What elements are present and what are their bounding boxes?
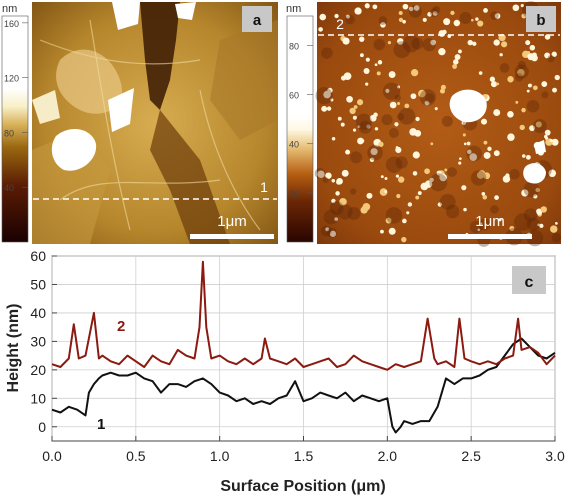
- x-tick-label: 2.0: [378, 448, 398, 464]
- panel-a-colorbar-ticks: 160 120 80 40: [4, 19, 28, 193]
- panel-a: nm 160 120 80 40 a 1 1μm: [1, 2, 278, 244]
- panel-b-colorbar-tick-label: 20: [289, 189, 299, 199]
- panel-b-letter: b: [536, 12, 545, 29]
- panel-b-line-label: 2: [336, 16, 344, 32]
- panel-b-colorbar: [286, 15, 314, 243]
- panel-b: nm 80 60 40 20 b 2 1μm: [286, 1, 562, 247]
- y-tick-label: 20: [30, 362, 46, 378]
- x-tick-label: 0.5: [126, 448, 146, 464]
- panel-b-colorbar-tick-label: 60: [289, 91, 299, 101]
- series-lines: [51, 260, 556, 434]
- panel-c-letter-box: [512, 266, 546, 294]
- y-tick-label: 40: [30, 305, 46, 321]
- y-axis-label: Height (nm): [5, 304, 22, 393]
- series-line-profile-2: [51, 260, 556, 371]
- panel-b-scale-bar-label: 1μm: [475, 213, 504, 230]
- panel-b-colorbar-tick-label: 40: [289, 140, 299, 150]
- x-tick-label: 1.5: [294, 448, 314, 464]
- panel-b-letter-box: [526, 6, 556, 32]
- y-tick-label: 60: [30, 248, 46, 264]
- panel-a-letter: a: [253, 12, 262, 29]
- panel-a-colorbar: [1, 15, 29, 243]
- panel-a-scale-bar-label: 1μm: [217, 213, 246, 230]
- series-line-profile-1: [51, 337, 556, 434]
- panel-b-colorbar-unit: nm: [286, 3, 301, 15]
- panel-a-colorbar-tick-label: 40: [4, 183, 14, 193]
- panel-b-colorbar-tick-label: 80: [289, 41, 299, 51]
- panel-a-scale-bar: [190, 234, 274, 239]
- y-tick-label: 0: [38, 419, 46, 435]
- panel-a-colorbar-tick-label: 80: [4, 128, 14, 138]
- panel-a-colorbar-tick-label: 160: [4, 19, 19, 29]
- y-tick-label: 30: [30, 333, 46, 349]
- panel-c-letter: c: [525, 274, 534, 291]
- x-tick-label: 0.0: [42, 448, 62, 464]
- panel-a-line-label: 1: [260, 179, 268, 195]
- panel-a-colorbar-tick-label: 120: [4, 74, 19, 84]
- profile-2-label: 2: [117, 318, 125, 335]
- profile-1-label: 1: [97, 416, 105, 433]
- panel-b-afm-image: b 2 1μm: [314, 1, 562, 247]
- panel-b-colorbar-ticks: 80 60 40 20: [289, 41, 313, 199]
- x-axis-label: Surface Position (μm): [220, 478, 385, 495]
- x-tick-label: 2.5: [461, 448, 481, 464]
- panel-a-afm-image: a 1 1μm: [32, 2, 278, 244]
- panel-a-letter-box: [242, 6, 272, 32]
- y-tick-label: 50: [30, 276, 46, 292]
- x-tick-label: 3.0: [545, 448, 565, 464]
- y-axis-ticks: 0 10 20 30 40 50 60: [30, 248, 57, 435]
- x-tick-label: 1.0: [210, 448, 230, 464]
- panel-b-scale-bar: [448, 234, 532, 239]
- panel-a-colorbar-unit: nm: [2, 3, 17, 15]
- x-axis-ticks: 0.0 0.5 1.0 1.5 2.0 2.5 3.0: [42, 436, 565, 464]
- y-tick-label: 10: [30, 390, 46, 406]
